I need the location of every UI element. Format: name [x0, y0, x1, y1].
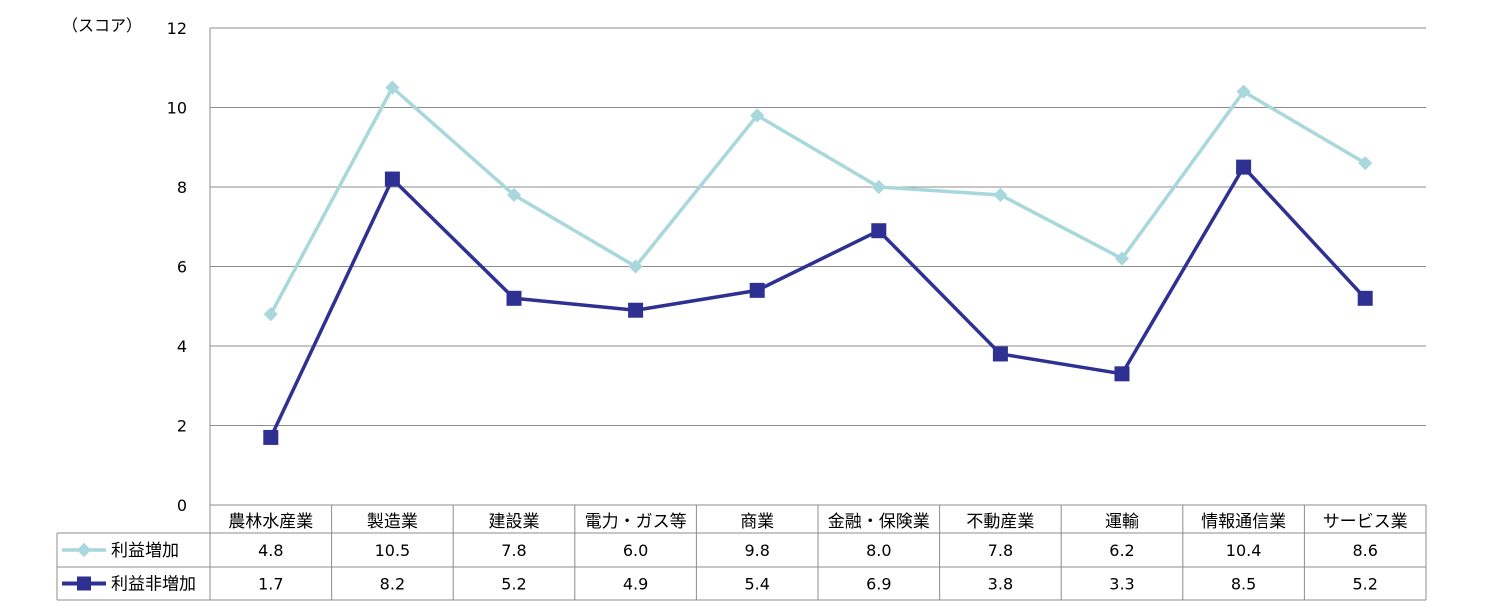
- data-point: [263, 307, 278, 322]
- table-cell-value: 4.9: [623, 575, 648, 594]
- table-cell-value: 6.9: [866, 575, 891, 594]
- table-cell-value: 7.8: [501, 541, 526, 560]
- table-cell-value: 8.5: [1231, 575, 1256, 594]
- table-cell-value: 8.0: [866, 541, 891, 560]
- data-point: [1357, 290, 1373, 306]
- category-label: 運輸: [1105, 512, 1139, 532]
- y-axis-label: （スコア）: [62, 16, 142, 35]
- table-cell-value: 3.8: [988, 575, 1013, 594]
- data-point: [750, 108, 765, 123]
- table-cell-value: 5.2: [501, 575, 526, 594]
- legend-key-marker: [76, 542, 92, 558]
- table-cell-value: 8.6: [1352, 541, 1377, 560]
- category-label: 建設業: [489, 512, 540, 532]
- y-tick-label: 12: [167, 19, 187, 38]
- data-point: [384, 171, 400, 187]
- table-cell-value: 8.2: [380, 575, 405, 594]
- legend-series-name: 利益非増加: [111, 575, 196, 595]
- data-point: [628, 259, 643, 274]
- legend-key-marker: [77, 576, 91, 591]
- y-axis-ticks: 0 2 4 6 8 10 12: [167, 19, 187, 515]
- category-label: 製造業: [367, 512, 418, 532]
- table-cell-value: 9.8: [744, 541, 769, 560]
- table-cell-value: 7.8: [988, 541, 1013, 560]
- category-label: 農林水産業: [228, 512, 313, 532]
- category-label: サービス業: [1323, 512, 1408, 532]
- data-point: [871, 179, 886, 195]
- table-cell-value: 3.3: [1109, 575, 1134, 594]
- data-point: [992, 346, 1008, 362]
- series-line: [269, 85, 1367, 316]
- data-point: [385, 80, 400, 95]
- y-tick-label: 0: [177, 496, 187, 515]
- table-cell-value: 6.2: [1109, 541, 1134, 560]
- data-point: [993, 187, 1008, 203]
- data-table: 農林水産業 製造業 建設業 電力・ガス等 商業 金融・保険業 不動産業 運輸 情報通信業 サービス…: [56, 504, 1427, 601]
- category-label: 金融・保険業: [828, 512, 930, 532]
- data-point: [506, 187, 522, 203]
- table-cell-value: 10.5: [375, 541, 411, 560]
- table-cell-value: 10.4: [1226, 541, 1262, 560]
- series-group: [263, 80, 1373, 445]
- data-point: [749, 282, 765, 298]
- table-cell-value: 5.4: [744, 575, 769, 594]
- table-cell-value: 4.8: [258, 541, 283, 560]
- y-tick-label: 8: [177, 178, 187, 197]
- data-point: [1114, 251, 1130, 266]
- data-point: [1236, 84, 1251, 99]
- data-point: [871, 223, 887, 239]
- gridlines: [209, 27, 1426, 506]
- y-tick-label: 6: [177, 258, 187, 277]
- category-label: 商業: [740, 512, 774, 532]
- y-tick-label: 2: [177, 417, 187, 436]
- legend-series-name: 利益増加: [111, 541, 179, 561]
- category-label: 電力・ガス等: [585, 512, 687, 532]
- data-point: [1358, 156, 1373, 171]
- category-label: 不動産業: [966, 512, 1034, 532]
- data-point: [263, 429, 279, 445]
- data-point: [1236, 159, 1252, 175]
- series-line: [269, 165, 1367, 439]
- data-point: [628, 302, 644, 318]
- table-cell-value: 1.7: [258, 575, 283, 594]
- y-tick-label: 4: [177, 337, 187, 356]
- table-cell-value: 6.0: [623, 541, 648, 560]
- category-label: 情報通信業: [1201, 512, 1286, 532]
- table-cell-value: 5.2: [1352, 575, 1377, 594]
- y-tick-label: 10: [167, 99, 187, 118]
- data-point: [506, 290, 522, 306]
- data-point: [1114, 366, 1130, 382]
